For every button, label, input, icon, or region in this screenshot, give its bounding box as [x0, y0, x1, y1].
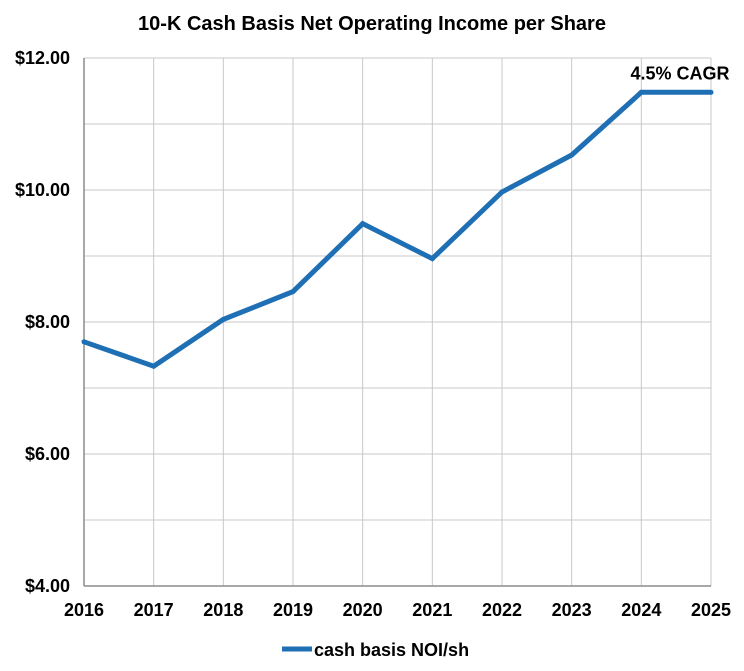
x-tick-label: 2021 [412, 600, 452, 620]
x-tick-label: 2025 [691, 600, 731, 620]
data-point [151, 363, 157, 369]
data-point [569, 152, 575, 158]
grid [83, 57, 712, 587]
data-point [638, 89, 644, 95]
x-tick-label: 2017 [134, 600, 174, 620]
x-tick-label: 2023 [552, 600, 592, 620]
chart-title: 10-K Cash Basis Net Operating Income per… [138, 13, 606, 35]
y-tick-label: $12.00 [15, 48, 70, 68]
data-point [81, 339, 87, 345]
x-tick-label: 2019 [273, 600, 313, 620]
series-line [83, 89, 711, 369]
y-tick-label: $8.00 [25, 312, 70, 332]
series-group [81, 89, 714, 369]
x-tick-label: 2024 [621, 600, 661, 620]
data-point [499, 189, 505, 195]
y-tick-label: $10.00 [15, 180, 70, 200]
data-point [429, 256, 435, 262]
legend: cash basis NOI/sh [282, 640, 469, 660]
x-axis-ticks: 2016 2017 2018 2019 2020 2021 2022 2023 2024 2025 [64, 600, 731, 620]
x-tick-label: 2018 [203, 600, 243, 620]
cagr-annotation: 4.5% CAGR [630, 63, 729, 83]
y-tick-label: $4.00 [25, 576, 70, 596]
data-point [220, 316, 226, 322]
data-point [360, 221, 366, 227]
y-tick-label: $6.00 [25, 444, 70, 464]
x-tick-label: 2020 [343, 600, 383, 620]
x-tick-label: 2016 [64, 600, 104, 620]
axes [83, 58, 711, 587]
data-point [290, 289, 296, 295]
data-point [708, 89, 714, 95]
legend-label: cash basis NOI/sh [314, 640, 469, 660]
y-axis-ticks: $12.00 $10.00 $8.00 $6.00 $4.00 [15, 48, 70, 596]
x-tick-label: 2022 [482, 600, 522, 620]
